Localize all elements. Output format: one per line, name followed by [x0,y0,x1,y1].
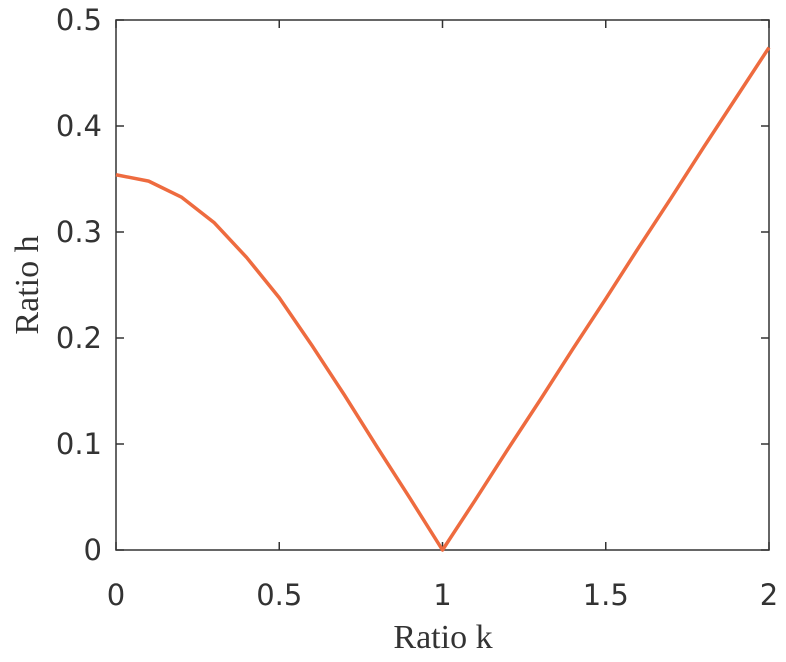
x-tick-label: 0.5 [256,578,302,612]
x-tick-label: 1 [433,578,451,612]
x-tick-label: 0 [107,578,125,612]
y-tick-label: 0 [84,533,102,567]
y-axis-label: Ratio h [9,235,46,334]
x-tick-label: 1.5 [583,578,629,612]
data-line [115,46,771,552]
y-tick-label: 0.4 [56,109,102,143]
x-axis-label: Ratio k [393,619,492,656]
y-tick-label: 0.2 [56,321,102,355]
plot-frame [115,19,770,551]
y-tick-label: 0.1 [56,427,102,461]
y-tick-label: 0.5 [56,3,102,37]
y-tick-label: 0.3 [56,215,102,249]
x-tick-label: 2 [760,578,778,612]
